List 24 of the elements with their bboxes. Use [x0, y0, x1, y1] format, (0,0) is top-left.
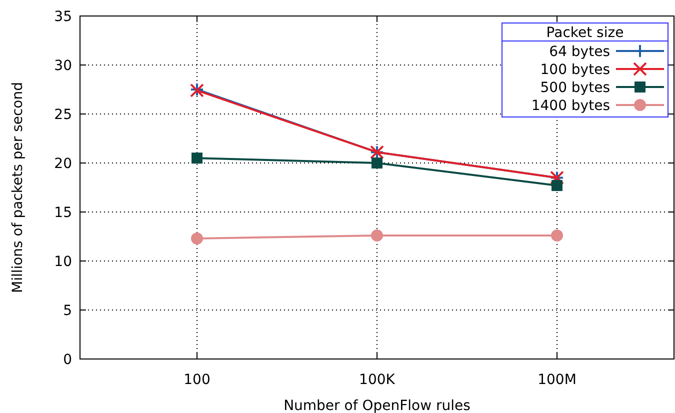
y-tick-label: 5	[63, 302, 72, 319]
x-axis-title: Number of OpenFlow rules	[284, 398, 470, 413]
legend-label: 500 bytes	[540, 80, 610, 96]
point	[191, 232, 203, 244]
legend-label: 100 bytes	[540, 62, 610, 78]
point	[372, 158, 382, 168]
y-tick-label: 15	[54, 204, 72, 221]
legend-label: 1400 bytes	[531, 98, 610, 114]
point	[371, 230, 383, 242]
point	[192, 152, 202, 164]
y-axis-title: Millions of packets per second	[10, 82, 26, 294]
y-tick-label: 25	[54, 106, 72, 123]
legend-label: 64 bytes	[549, 44, 610, 60]
y-tick-label: 35	[54, 8, 72, 25]
x-tick-label: 100K	[359, 372, 396, 388]
point	[552, 180, 562, 192]
y-tick-label: 10	[54, 254, 72, 270]
legend-title: Packet size	[546, 25, 624, 41]
x-tick-label: 100	[184, 372, 210, 388]
y-tick-label: 20	[54, 156, 72, 172]
point	[551, 230, 563, 242]
x-tick-label: 100M	[538, 372, 576, 388]
y-tick-label: 0	[63, 352, 72, 368]
y-tick-label: 30	[54, 58, 72, 74]
